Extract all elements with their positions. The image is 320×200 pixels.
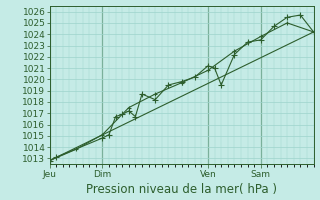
X-axis label: Pression niveau de la mer( hPa ): Pression niveau de la mer( hPa ) [86,183,277,196]
